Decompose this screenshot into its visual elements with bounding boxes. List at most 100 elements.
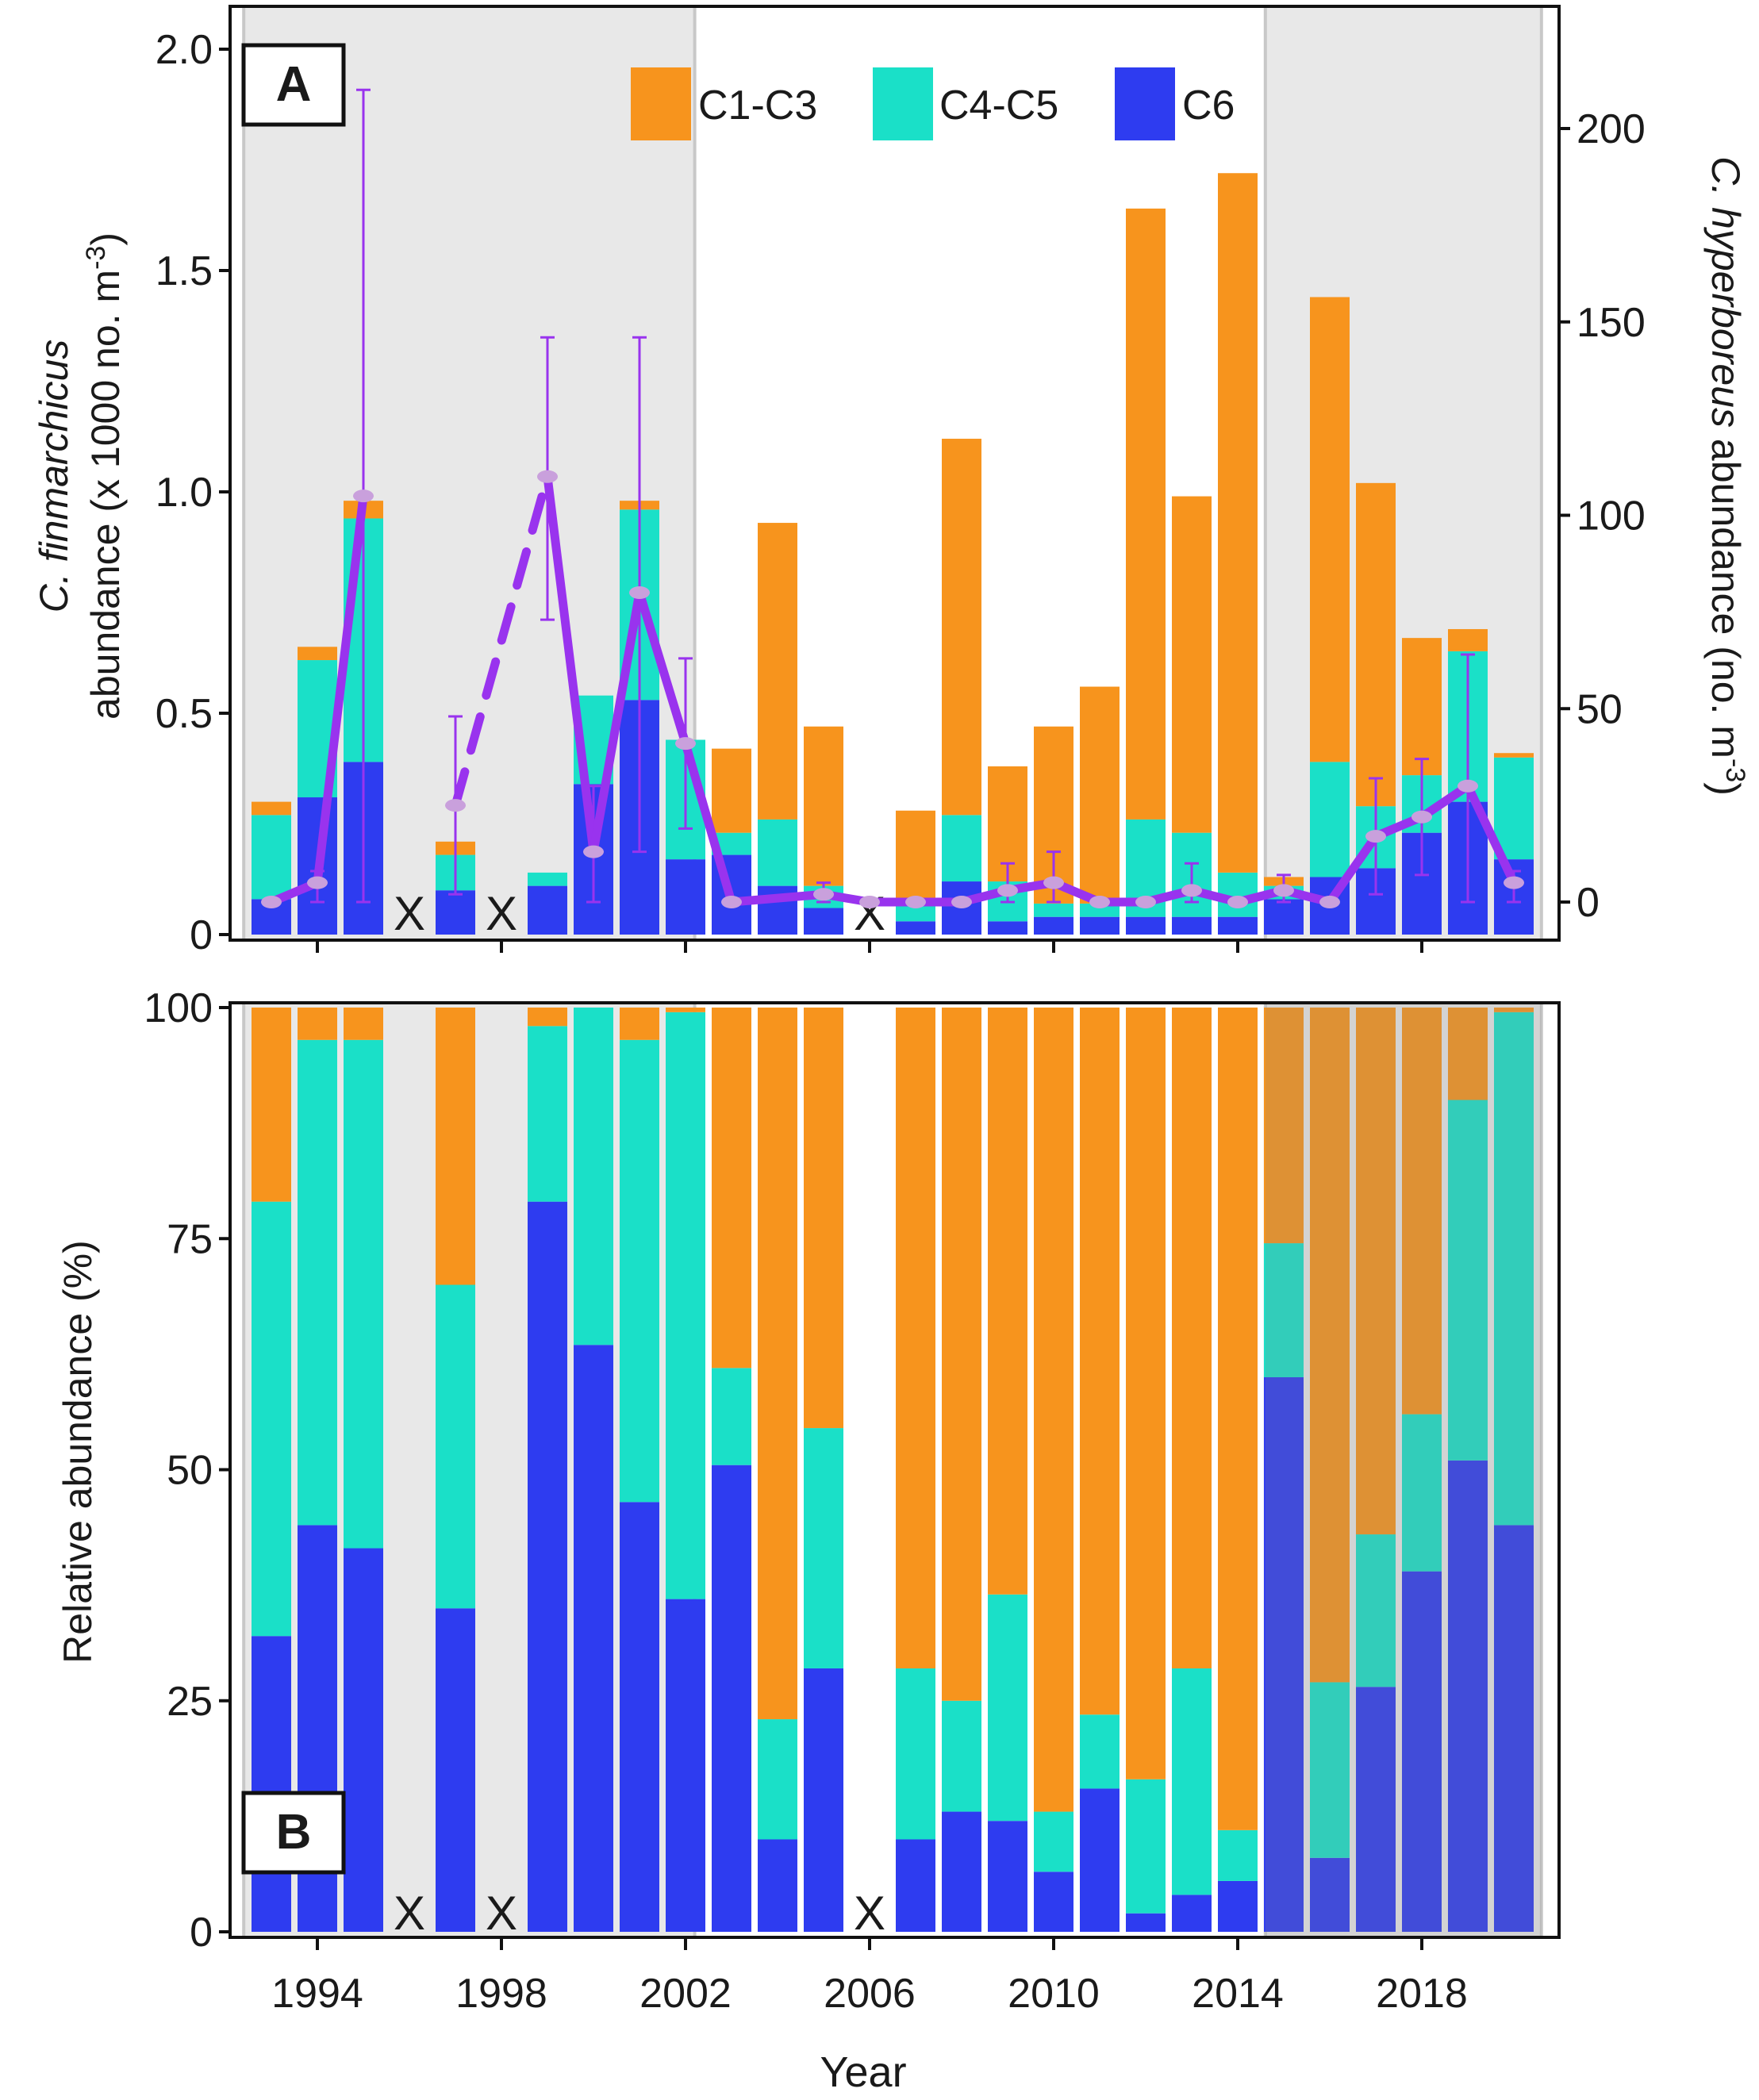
- panel-a-bar-c6-2005: [804, 908, 843, 935]
- panel-b-bar-c6-2005: [804, 1668, 843, 1932]
- panel-b-bar-c1-c3-1999: [528, 1008, 567, 1027]
- hyperboreus-point-2013: [1181, 884, 1202, 897]
- legend-label-c1c3: C1-C3: [698, 83, 817, 129]
- panel-a-bar-c1-c3-2016: [1310, 297, 1350, 762]
- panel-a-bar-c1-c3-1993: [252, 801, 291, 816]
- hyperboreus-segment-2001-2002: [635, 588, 690, 748]
- panel-b-bar-c4-c5-2013: [1172, 1668, 1212, 1895]
- panel-b-bar-c6-2008: [942, 1811, 981, 1932]
- panel-b-bar-c6-1995: [344, 1548, 383, 1932]
- panel-b-bar-c6-2016: [1310, 1857, 1350, 1932]
- panel-a-bar-c1-c3-2018: [1402, 638, 1442, 776]
- panel-b-bar-c1-c3-2013: [1172, 1008, 1212, 1668]
- hyperboreus-point-1995: [353, 489, 374, 503]
- panel-b-missing-marker-1996: X: [394, 1887, 425, 1940]
- panel-b-x-axis: 1994 1998 2002 2006 2010 2014 2018: [271, 1937, 1468, 2017]
- panel-b-xtick-label-2: 2002: [639, 1971, 732, 2017]
- panel-a-bar-c4-c5-2008: [942, 815, 981, 882]
- panel-b-bar-c6-2014: [1218, 1880, 1258, 1932]
- panel-b-bar-c4-c5-1999: [528, 1026, 567, 1202]
- hyperboreus-point-2015: [1273, 884, 1294, 897]
- panel-b-bar-c4-c5-2004: [758, 1719, 797, 1840]
- panel-b-missing-marker-2006: X: [854, 1887, 885, 1940]
- panel-b-bar-c1-c3-2004: [758, 1008, 797, 1720]
- panel-a-x-ticks: [316, 940, 1423, 953]
- panel-b-bar-c1-c3-2005: [804, 1008, 843, 1429]
- panel-a-bar-c6-2007: [896, 921, 935, 935]
- panel-a-ytick-label-2: 1.0: [156, 470, 213, 516]
- panel-b-bar-c4-c5-2005: [804, 1428, 843, 1668]
- hyperboreus-point-2000: [583, 845, 604, 858]
- hyperboreus-point-2018: [1411, 810, 1432, 823]
- panel-a-frame: [229, 5, 1561, 942]
- panel-b-bar-c4-c5-2003: [712, 1368, 751, 1465]
- panel-b-bar-c4-c5-2011: [1080, 1714, 1120, 1789]
- panel-b-bar-c1-c3-1994: [298, 1008, 337, 1040]
- panel-b-bar-c6-2017: [1356, 1687, 1396, 1932]
- hyperboreus-point-2020: [1504, 876, 1524, 889]
- panel-b-ytick-label-4: 100: [144, 985, 213, 1031]
- panel-b-bar-c4-c5-1995: [344, 1039, 383, 1549]
- panel-a-bar-c6-2014: [1218, 916, 1258, 935]
- panel-a-bar-c6-2002: [666, 859, 705, 935]
- hyperboreus-point-2008: [951, 896, 972, 908]
- hyperboreus-point-2010: [1043, 876, 1064, 889]
- panel-a-bar-c1-c3-2004: [758, 523, 797, 820]
- panel-a-missing-marker-1996: X: [394, 887, 425, 940]
- hyperboreus-point-2011: [1089, 896, 1110, 908]
- panel-b-ytick-label-2: 50: [167, 1448, 213, 1494]
- panel-a-ytick-label-3: 1.5: [156, 248, 213, 294]
- panel-b-xtick-label-0: 1994: [271, 1971, 363, 2017]
- panel-b-bar-c4-c5-2019: [1448, 1100, 1488, 1461]
- hyperboreus-segment-1994-1995: [313, 491, 368, 888]
- panel-b-bar-c1-c3-2007: [896, 1008, 935, 1668]
- panel-b-bar-c4-c5-2017: [1356, 1534, 1396, 1687]
- panel-b-bar-c4-c5-1994: [298, 1039, 337, 1526]
- panel-a-bar-c6-2013: [1172, 916, 1212, 935]
- panel-b-bar-c1-c3-2017: [1356, 1008, 1396, 1535]
- hyperboreus-point-1997: [445, 799, 466, 812]
- panel-b-bar-c1-c3-2018: [1402, 1008, 1442, 1415]
- hyperboreus-series: [261, 88, 1524, 908]
- panel-a-bar-c6-1997: [436, 890, 475, 935]
- hyperboreus-segment-2003-2005: [727, 889, 828, 907]
- panel-a-bar-c1-c3-2003: [712, 748, 751, 833]
- panel-b-bar-c1-c3-1995: [344, 1008, 383, 1040]
- panel-a-bar-c6-2009: [988, 921, 1027, 935]
- panel-b-bar-c1-c3-2008: [942, 1008, 981, 1701]
- legend-swatch-c6: [1115, 67, 1175, 140]
- panel-b-bar-c4-c5-2010: [1034, 1811, 1073, 1872]
- hyperboreus-point-2001: [629, 586, 650, 599]
- panel-b-bar-c6-2018: [1402, 1571, 1442, 1932]
- panel-b-label: B: [276, 1805, 312, 1860]
- panel-a-bar-c4-c5-2011: [1080, 903, 1120, 917]
- panel-b-bar-c4-c5-2020: [1494, 1012, 1534, 1526]
- panel-a-bar-c1-c3-2005: [804, 726, 843, 886]
- hyperboreus-point-1999: [537, 470, 558, 483]
- panel-b-shade-overlay-rect: [1265, 1003, 1542, 1937]
- panel-b-bar-c1-c3-2001: [620, 1008, 659, 1040]
- hyperboreus-point-2007: [905, 896, 926, 908]
- panel-a-bar-c1-c3-2014: [1218, 173, 1258, 873]
- legend-swatch-c1c3: [631, 67, 691, 140]
- panel-a-right-axis: 0 50 100 150 200: [1559, 106, 1646, 926]
- panel-b-bar-c6-2000: [574, 1345, 613, 1932]
- panel-b-bar-c6-2019: [1448, 1460, 1488, 1932]
- hyperboreus-point-2002: [675, 737, 696, 751]
- panel-b-bar-c1-c3-2015: [1264, 1008, 1304, 1244]
- panel-a-bar-c1-c3-2020: [1494, 753, 1534, 758]
- hyperboreus-point-2014: [1227, 896, 1248, 908]
- hyperboreus-segment-1997-1999: [451, 472, 552, 810]
- panel-b-bar-c1-c3-2020: [1494, 1008, 1534, 1012]
- panel-b-bar-c4-c5-2007: [896, 1668, 935, 1840]
- panel-b-bar-c1-c3-2016: [1310, 1008, 1350, 1683]
- legend-label-c4c5: C4-C5: [939, 83, 1058, 129]
- panel-a-bar-c1-c3-2007: [896, 810, 935, 900]
- hyperboreus-point-2005: [813, 888, 834, 901]
- panel-b-bar-c6-1999: [528, 1201, 567, 1932]
- panel-a: X X X 0 0.5 1.0 1.5 2.0 0 50 100 150 200 A C1-C3 C…: [32, 5, 1750, 958]
- panel-b-bar-c1-c3-2019: [1448, 1008, 1488, 1100]
- panel-a-y-axis-label: C. finmarchicus: [32, 340, 76, 613]
- panel-a-bar-c4-c5-1993: [252, 815, 291, 900]
- panel-b-bar-c6-2003: [712, 1465, 751, 1932]
